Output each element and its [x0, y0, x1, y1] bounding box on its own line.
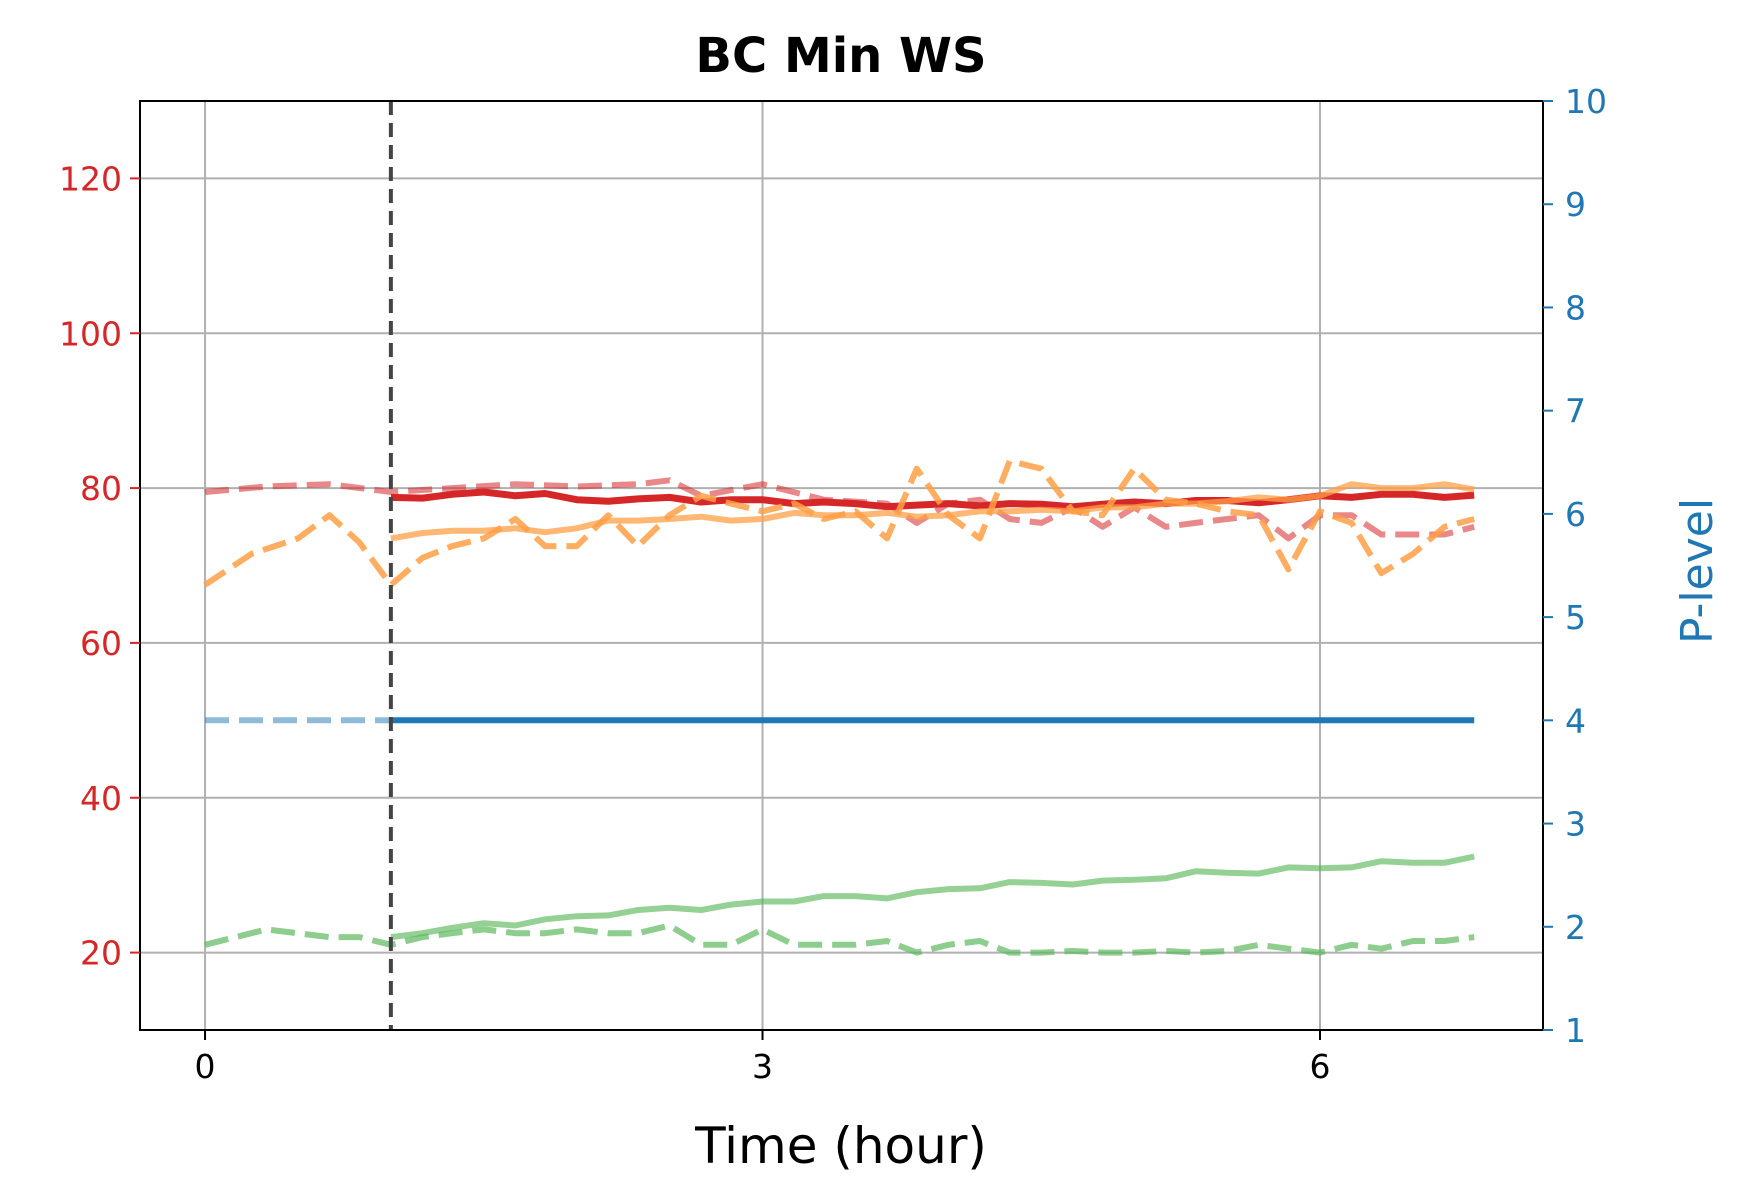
chart-title: BC Min WS: [695, 28, 986, 84]
grid: [140, 101, 1543, 1030]
y-right-tick-label-8: 9: [1565, 185, 1586, 224]
y-left-tick-label-0: 20: [80, 934, 122, 973]
y-right-tick-label-4: 5: [1565, 598, 1586, 637]
plot-frame: [139, 100, 1544, 1031]
y-left-tick-label-5: 120: [59, 159, 122, 198]
y-right-axis-ticks: 1 2 3 4 5 6 7 8 9 10: [1543, 82, 1607, 1050]
y-right-tick-label-5: 6: [1565, 495, 1586, 534]
x-tick-label-1: 3: [752, 1047, 773, 1086]
x-axis-ticks: 0 3 6: [195, 1030, 1331, 1086]
y-right-tick-label-1: 2: [1565, 908, 1586, 947]
y-right-tick-label-3: 4: [1565, 701, 1586, 740]
y-right-tick-label-7: 8: [1565, 288, 1586, 327]
series-green-solid-line: [390, 853, 1475, 941]
series-orange-solid-line: [390, 481, 1475, 542]
y-right-tick-label-2: 3: [1565, 805, 1586, 844]
x-tick-label-0: 0: [195, 1047, 216, 1086]
y-left-axis-ticks: 20 40 60 80 100 120: [59, 159, 140, 973]
y-left-tick-label-3: 80: [80, 469, 122, 508]
x-axis-label: Time (hour): [694, 1117, 987, 1175]
y-left-tick-label-2: 60: [80, 624, 122, 663]
x-tick-label-2: 6: [1310, 1047, 1331, 1086]
y-right-tick-label-6: 7: [1565, 392, 1586, 431]
y-left-tick-label-1: 40: [80, 779, 122, 818]
plot-area: [203, 101, 1475, 1030]
axes-box: [139, 100, 1544, 1031]
series-orange-dashed-line: [203, 458, 1475, 588]
y-right-tick-label-0: 1: [1565, 1011, 1586, 1050]
y-right-tick-label-9: 10: [1565, 82, 1607, 121]
y-right-axis-label: P-level: [1672, 498, 1723, 644]
series-green-dashed-line: [204, 922, 1475, 956]
y-left-tick-label-4: 100: [59, 314, 122, 353]
